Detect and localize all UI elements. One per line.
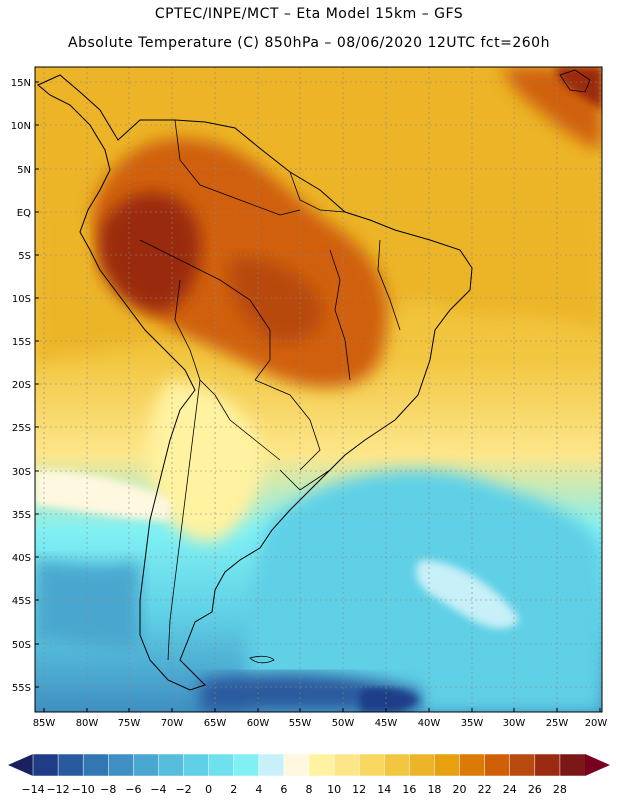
colorbar-label: 16 bbox=[402, 783, 416, 796]
colorbar-label: 26 bbox=[528, 783, 542, 796]
lon-tick-label: 25W bbox=[546, 718, 569, 729]
colorbar-swatch bbox=[534, 753, 561, 777]
colorbar-swatch bbox=[384, 753, 410, 777]
cape-verde-outline bbox=[559, 69, 591, 93]
map-frame bbox=[34, 66, 603, 713]
colorbar-swatch bbox=[333, 753, 360, 777]
colorbar-label: 22 bbox=[478, 783, 492, 796]
colorbar-label: −10 bbox=[72, 783, 95, 796]
colorbar-label: 12 bbox=[352, 783, 366, 796]
colorbar-swatch bbox=[484, 753, 511, 777]
colorbar-swatch bbox=[82, 753, 109, 777]
colorbar-swatch bbox=[258, 753, 285, 777]
colorbar-label: −2 bbox=[175, 783, 191, 796]
colorbar-swatch bbox=[158, 753, 185, 777]
falklands-outline bbox=[249, 655, 275, 664]
temperature-field bbox=[35, 67, 602, 712]
lat-tick-label: 10N bbox=[11, 121, 31, 132]
lat-tick-label: 25S bbox=[12, 423, 31, 434]
colorbar-swatch bbox=[57, 753, 84, 777]
lon-tick-label: 45W bbox=[375, 718, 398, 729]
colorbar-swatch bbox=[108, 753, 134, 777]
colorbar-swatch bbox=[308, 753, 335, 777]
colorbar-underflow-arrow bbox=[8, 754, 33, 776]
country-borders bbox=[139, 119, 401, 661]
lon-tick-label: 70W bbox=[161, 718, 184, 729]
longitude-axis: 85W 80W 75W 70W 65W 60W 55W 50W 45W 40W … bbox=[33, 708, 608, 729]
colorbar-overflow-arrow bbox=[585, 754, 610, 776]
lon-tick-label: 75W bbox=[118, 718, 141, 729]
lat-tick-label: 15N bbox=[11, 78, 31, 89]
lon-tick-label: 20W bbox=[585, 718, 608, 729]
lon-tick-label: 65W bbox=[204, 718, 227, 729]
colorbar-label: 14 bbox=[377, 783, 391, 796]
colorbar-label: 10 bbox=[327, 783, 341, 796]
lat-tick-label: 55S bbox=[12, 683, 31, 694]
colorbar-label: 24 bbox=[503, 783, 517, 796]
colorbar-swatch bbox=[183, 753, 210, 777]
colorbar-label: 4 bbox=[255, 783, 262, 796]
colorbar-label: −8 bbox=[100, 783, 116, 796]
lon-tick-label: 80W bbox=[76, 718, 99, 729]
colorbar: −14 −12 −10 −8 −6 −4 −2 0 2 4 6 8 10 12 14 16 18 20 22 24 26… bbox=[8, 753, 610, 796]
lat-tick-label: EQ bbox=[17, 208, 31, 219]
lat-tick-label: 20S bbox=[12, 380, 31, 391]
colorbar-swatch bbox=[208, 753, 235, 777]
lat-tick-label: 5S bbox=[18, 251, 31, 262]
lat-tick-label: 5N bbox=[17, 165, 31, 176]
lat-tick-label: 30S bbox=[12, 467, 31, 478]
colorbar-label: 18 bbox=[427, 783, 441, 796]
lon-tick-label: 50W bbox=[332, 718, 355, 729]
lon-tick-label: 85W bbox=[33, 718, 56, 729]
latitude-axis: 15N 10N 5N EQ 5S 10S 15S 20S 25S 30S 35S… bbox=[11, 78, 39, 694]
colorbar-swatch bbox=[459, 753, 486, 777]
colorbar-label: −6 bbox=[125, 783, 141, 796]
colorbar-swatch bbox=[133, 753, 159, 777]
lon-tick-label: 60W bbox=[247, 718, 270, 729]
colorbar-swatch bbox=[358, 753, 385, 777]
lon-tick-label: 30W bbox=[503, 718, 526, 729]
colorbar-swatch bbox=[409, 753, 435, 777]
lon-tick-label: 35W bbox=[461, 718, 484, 729]
south-america-outline bbox=[37, 74, 473, 691]
lat-tick-label: 45S bbox=[12, 596, 31, 607]
lat-tick-label: 10S bbox=[12, 294, 31, 305]
colorbar-swatch bbox=[283, 753, 310, 777]
colorbar-label: −14 bbox=[21, 783, 44, 796]
colorbar-label: 0 bbox=[205, 783, 212, 796]
colorbar-label: 6 bbox=[280, 783, 287, 796]
colorbar-label: −12 bbox=[46, 783, 69, 796]
colorbar-label: 20 bbox=[453, 783, 467, 796]
colorbar-label: 28 bbox=[553, 783, 567, 796]
lon-tick-label: 40W bbox=[418, 718, 441, 729]
lat-tick-label: 50S bbox=[12, 640, 31, 651]
colorbar-swatch bbox=[233, 753, 260, 777]
lat-tick-label: 15S bbox=[12, 337, 31, 348]
lat-tick-label: 40S bbox=[12, 553, 31, 564]
colorbar-swatch bbox=[559, 753, 586, 777]
colorbar-swatch bbox=[32, 753, 59, 777]
chart-title-line1: CPTEC/INPE/MCT – Eta Model 15km – GFS bbox=[154, 6, 464, 22]
lon-tick-label: 55W bbox=[289, 718, 312, 729]
colorbar-label: −4 bbox=[150, 783, 166, 796]
colorbar-label: 2 bbox=[230, 783, 237, 796]
lat-tick-label: 35S bbox=[12, 510, 31, 521]
chart-title-line2: Absolute Temperature (C) 850hPa – 08/06/… bbox=[68, 35, 550, 51]
colorbar-swatch bbox=[509, 753, 536, 777]
colorbar-swatch bbox=[434, 753, 461, 777]
colorbar-label: 8 bbox=[306, 783, 313, 796]
